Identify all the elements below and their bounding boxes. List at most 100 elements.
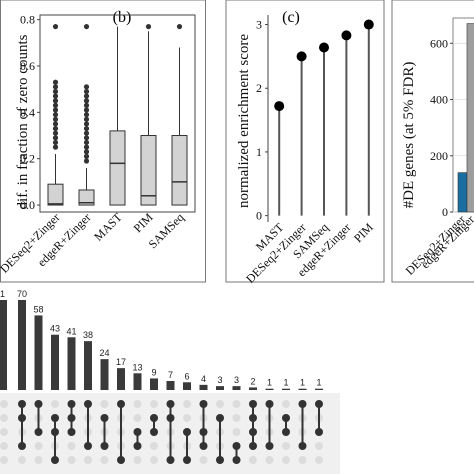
upset-bar-label: 43 [50, 324, 60, 334]
panel-b-outlier [83, 135, 90, 141]
upset-dot-on [265, 442, 274, 450]
upset-dot-on [216, 456, 224, 464]
panel-d-ytick-label: 600 [430, 36, 448, 50]
upset-bar-label: 38 [83, 330, 93, 340]
upset-dot-on [100, 414, 109, 422]
upset-dot-off [133, 400, 142, 408]
upset-dot-off [0, 428, 8, 436]
panel-b-outlier [52, 84, 59, 90]
panel-b-outlier [83, 84, 90, 90]
panel-b-outlier [83, 107, 90, 113]
upset-dot-on [249, 442, 257, 450]
panel-b-outlier [52, 112, 59, 118]
upset-dot-on [166, 456, 175, 464]
upset-dot-on [84, 442, 92, 450]
upset-dot-off [183, 414, 191, 422]
panel-b-outlier [52, 107, 59, 113]
upset-dot-off [0, 442, 8, 450]
upset-bar [166, 381, 175, 390]
upset-dot-off [84, 456, 92, 464]
panel-b-outlier [52, 144, 59, 150]
upset-bar-label: 4 [201, 374, 206, 384]
upset-bar-label: 3 [234, 375, 239, 385]
upset-bar [84, 341, 92, 390]
panel-b-box [140, 135, 157, 206]
upset-dot-off [67, 442, 76, 450]
panel-b-outlier [52, 88, 59, 95]
upset-bar [100, 359, 109, 390]
upset-dot-off [100, 456, 109, 464]
upset-dot-off [282, 400, 290, 408]
upset-bar-label: 17 [116, 357, 126, 367]
upset-dot-off [0, 414, 8, 422]
upset-dot-off [18, 456, 26, 464]
upset-dot-on [183, 456, 191, 464]
upset-dot-on [232, 456, 241, 464]
upset-bar-label: 58 [33, 304, 43, 314]
upset-dot-on [298, 400, 307, 408]
panel-b-outlier [145, 23, 152, 30]
panel-c-dot [341, 30, 352, 41]
upset-dot-on [150, 414, 158, 422]
upset-bar [232, 386, 241, 390]
panel-c-ytick-label: 1 [256, 145, 262, 159]
upset-bar-label: 41 [66, 326, 76, 336]
panel-b-outlier [83, 158, 90, 164]
upset-bar-label: 3 [217, 375, 222, 385]
upset-dot-off [315, 456, 323, 464]
upset-dot-on [199, 428, 208, 436]
upset-dot-on [315, 428, 323, 436]
panel-b-outlier [83, 144, 90, 150]
panel-b-outlier [52, 98, 59, 104]
upset-dot-off [34, 456, 43, 464]
panel-c-plot: 0123MASTDESeq2+ZingerSAMSeqedgeR+ZingerP… [243, 15, 376, 286]
panel-b-outlier [52, 121, 59, 127]
upset-dot-off [100, 400, 109, 408]
upset-bar-label: 6 [184, 371, 189, 381]
upset-dot-off [0, 400, 8, 408]
upset-dot-on [117, 400, 125, 408]
panel-b-outlier [83, 88, 90, 95]
upset-dot-off [51, 400, 59, 408]
panel-c-ytick-label: 0 [256, 209, 262, 223]
panel-b-outlier [83, 121, 90, 127]
panel-b-outlier [52, 125, 59, 132]
panel-b-outlier [176, 23, 183, 30]
upset-dot-on [282, 428, 290, 436]
upset-partial-label: 1 [0, 289, 5, 299]
upset-bar [183, 382, 191, 390]
upset-dot-on [183, 428, 191, 436]
panel-b-box [47, 183, 64, 206]
upset-bar [249, 387, 257, 390]
panel-b-outlier [83, 139, 90, 146]
panel-b-plot-border [39, 14, 196, 213]
panel-b-ytick-label: 0.4 [20, 105, 35, 119]
panel-b-outlier [83, 149, 90, 155]
upset-dot-off [249, 456, 257, 464]
panel-b-outlier [52, 23, 59, 30]
upset-bar-label: 70 [17, 289, 27, 299]
upset-dot-off [282, 456, 290, 464]
upset-dot-off [298, 456, 307, 464]
panel-c: (c) normalized enrichment score 0123MAST… [225, 0, 385, 286]
panel-b-outlier [83, 102, 90, 108]
upset-bar [34, 315, 43, 390]
upset-bar-label: 9 [151, 367, 156, 377]
panel-b-outlier [52, 93, 59, 99]
panel-b-outlier [52, 102, 59, 108]
panel-b-box [171, 135, 188, 206]
panel-c-frame [225, 0, 385, 283]
upset-partial-bar [0, 300, 7, 390]
upset-dot-off [150, 400, 158, 408]
panel-d-ytick-label: 400 [430, 93, 448, 107]
upset-bar-label: 1 [316, 378, 321, 388]
panel-b-box [78, 189, 95, 206]
panel-b-frame [0, 0, 206, 283]
upset-dot-on [133, 442, 142, 450]
upset-dot-on [67, 414, 76, 422]
panel-b: (b) dif. in fraction of zero counts 0.0 0… [0, 0, 206, 283]
upset-bar-label: 7 [168, 370, 173, 380]
panel-b-ylabel: dif. in fraction of zero counts [15, 34, 31, 209]
